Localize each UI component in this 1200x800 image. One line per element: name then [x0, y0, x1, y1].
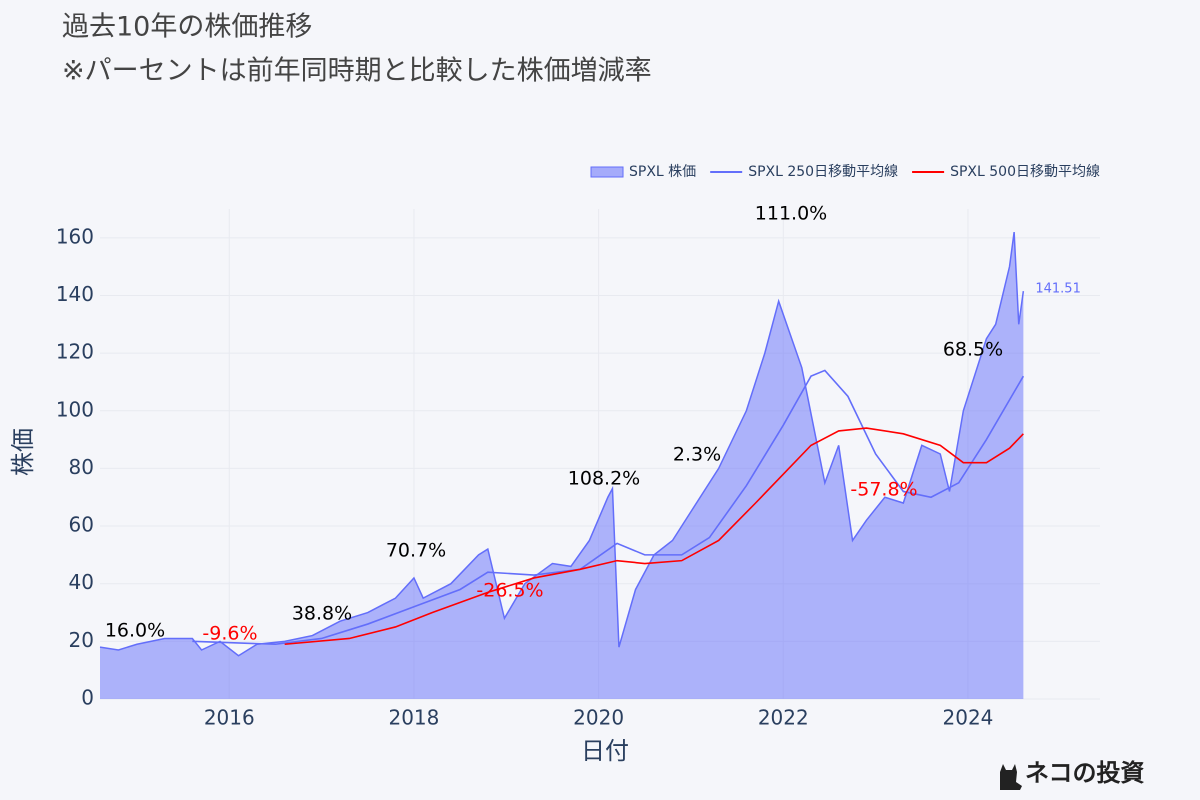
- annotation: 68.5%: [943, 339, 1003, 361]
- x-tick-label: 2024: [943, 706, 994, 730]
- annotation: 2.3%: [673, 444, 721, 466]
- legend-label: SPXL 株価: [629, 164, 696, 180]
- y-tick-label: 120: [56, 340, 94, 364]
- x-tick-label: 2016: [204, 706, 255, 730]
- watermark: ネコの投資: [1025, 759, 1145, 787]
- y-tick-label: 60: [69, 513, 94, 537]
- y-tick-label: 40: [69, 570, 94, 594]
- line: [192, 369, 1025, 646]
- x-tick-label: 2020: [573, 706, 624, 730]
- y-tick-label: 20: [69, 628, 94, 652]
- x-tick-label: 2022: [758, 706, 809, 730]
- last-value-label: 141.51: [1035, 282, 1081, 297]
- y-tick-label: 100: [56, 397, 94, 421]
- legend-label: SPXL 500日移動平均線: [950, 164, 1100, 180]
- annotation: -9.6%: [202, 623, 257, 645]
- y-tick-label: 160: [56, 224, 94, 248]
- legend-label: SPXL 250日移動平均線: [748, 164, 898, 180]
- y-axis-title: 株価: [9, 428, 37, 476]
- annotation: 108.2%: [568, 468, 640, 490]
- x-axis-title: 日付: [581, 737, 629, 765]
- chart-subtitle: ※パーセントは前年同時期と比較した株価増減率: [62, 56, 652, 87]
- y-tick-label: 0: [81, 686, 94, 710]
- legend-swatch: [590, 166, 624, 178]
- y-tick-label: 140: [56, 282, 94, 306]
- cat-icon: [1000, 764, 1022, 790]
- annotation: 111.0%: [755, 203, 827, 225]
- annotation: -26.5%: [476, 580, 543, 602]
- y-tick-label: 80: [69, 455, 94, 479]
- line: [99, 231, 1025, 657]
- legend: SPXL 500日移動平均線 SPXL 250日移動平均線 SPXL 株価: [590, 164, 1100, 180]
- x-tick-label: 2018: [388, 706, 439, 730]
- area: [100, 232, 1024, 699]
- annotation: -57.8%: [850, 479, 917, 501]
- annotation: 38.8%: [292, 603, 352, 625]
- line: [284, 427, 1024, 646]
- annotation: 16.0%: [105, 620, 165, 642]
- chart-title: 過去10年の株価推移: [62, 12, 312, 43]
- annotation: 70.7%: [386, 540, 446, 562]
